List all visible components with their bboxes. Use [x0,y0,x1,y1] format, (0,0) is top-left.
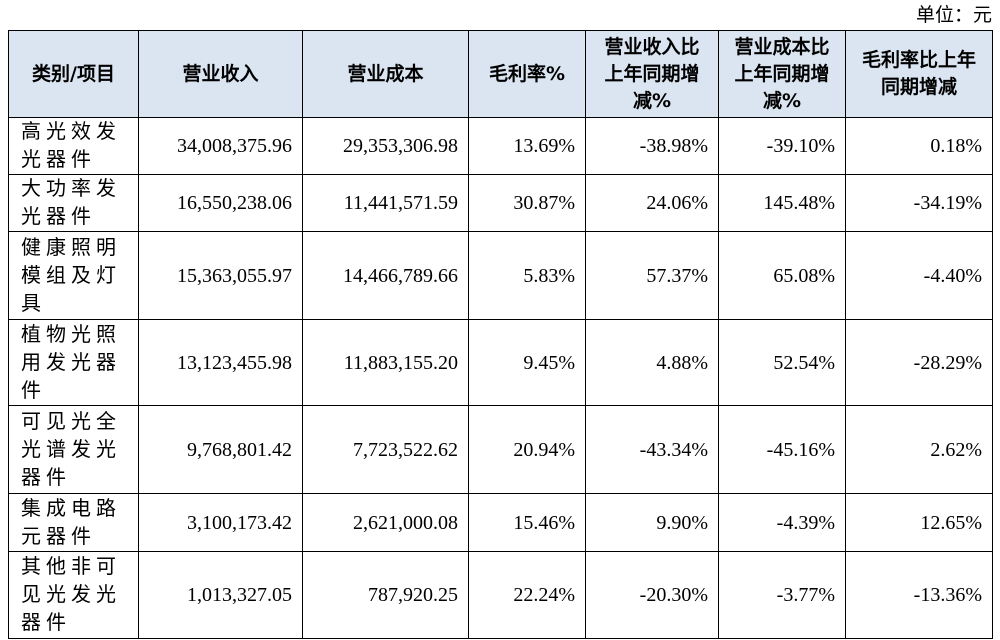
table-row: 大功率发光器件 16,550,238.06 11,441,571.59 30.87% 2… [8,174,993,232]
value-cell: 30.87% [468,174,586,232]
header-cell: 营业成本比上年同期增减% [718,30,846,118]
value-cell: 24.06% [585,174,719,232]
value-cell: 14,466,789.66 [302,231,469,320]
table-body: 高光效发光器件 34,008,375.96 29,353,306.98 13.69% -… [8,117,993,639]
header-row: 类别/项目 营业收入 营业成本 毛利率% 营业收入比上年同期增减% 营业成本比上年同期增减… [8,30,993,118]
value-cell: 34,008,375.96 [138,117,303,175]
value-cell: 13.69% [468,117,586,175]
value-cell: 787,920.25 [302,551,469,639]
category-cell: 健康照明模组及灯具 [8,231,139,320]
value-cell: -28.29% [845,319,993,406]
value-cell: 4.88% [585,319,719,406]
value-cell: 9.45% [468,319,586,406]
value-cell: -20.30% [585,551,719,639]
header-cell: 毛利率比上年同期增减 [845,30,993,118]
value-cell: -3.77% [718,551,846,639]
value-cell: 2,621,000.08 [302,493,469,552]
value-cell: 2.62% [845,405,993,494]
unit-label: 单位：元 [915,5,992,26]
table: 类别/项目 营业收入 营业成本 毛利率% 营业收入比上年同期增减% 营业成本比上年同期增减… [8,30,993,639]
value-cell: 16,550,238.06 [138,174,303,232]
value-cell: -4.39% [718,493,846,552]
value-cell: 15,363,055.97 [138,231,303,320]
value-cell: 9,768,801.42 [138,405,303,494]
value-cell: 7,723,522.62 [302,405,469,494]
category-cell: 集成电路元器件 [8,493,139,552]
table-row: 可见光全光谱发光器件 9,768,801.42 7,723,522.62 20.94%… [8,405,993,494]
category-cell: 高光效发光器件 [8,117,139,175]
value-cell: 0.18% [845,117,993,175]
value-cell: 20.94% [468,405,586,494]
value-cell: -45.16% [718,405,846,494]
value-cell: -13.36% [845,551,993,639]
table-row: 高光效发光器件 34,008,375.96 29,353,306.98 13.69% -… [8,117,993,175]
value-cell: 5.83% [468,231,586,320]
table-row: 集成电路元器件 3,100,173.42 2,621,000.08 15.46% 9.9… [8,493,993,552]
category-cell: 其他非可见光发光器件 [8,551,139,639]
value-cell: -43.34% [585,405,719,494]
value-cell: 52.54% [718,319,846,406]
header-cell: 营业收入比上年同期增减% [585,30,719,118]
category-cell: 大功率发光器件 [8,174,139,232]
value-cell: -39.10% [718,117,846,175]
value-cell: 11,441,571.59 [302,174,469,232]
value-cell: 57.37% [585,231,719,320]
value-cell: 15.46% [468,493,586,552]
header-cell: 营业收入 [138,30,303,118]
table-row: 植物光照用发光器件 13,123,455.98 11,883,155.20 9.45%… [8,319,993,406]
value-cell: 1,013,327.05 [138,551,303,639]
value-cell: 65.08% [718,231,846,320]
header-cell: 类别/项目 [8,30,139,118]
value-cell: -4.40% [845,231,993,320]
value-cell: 11,883,155.20 [302,319,469,406]
value-cell: 13,123,455.98 [138,319,303,406]
value-cell: 12.65% [845,493,993,552]
value-cell: -38.98% [585,117,719,175]
value-cell: 9.90% [585,493,719,552]
header-cell: 毛利率% [468,30,586,118]
category-cell: 植物光照用发光器件 [8,319,139,406]
table-row: 健康照明模组及灯具 15,363,055.97 14,466,789.66 5.83%… [8,231,993,320]
value-cell: 3,100,173.42 [138,493,303,552]
category-cell: 可见光全光谱发光器件 [8,405,139,494]
value-cell: 145.48% [718,174,846,232]
value-cell: 22.24% [468,551,586,639]
value-cell: -34.19% [845,174,993,232]
value-cell: 29,353,306.98 [302,117,469,175]
table-row: 其他非可见光发光器件 1,013,327.05 787,920.25 22.24% -2… [8,551,993,639]
header-cell: 营业成本 [302,30,469,118]
